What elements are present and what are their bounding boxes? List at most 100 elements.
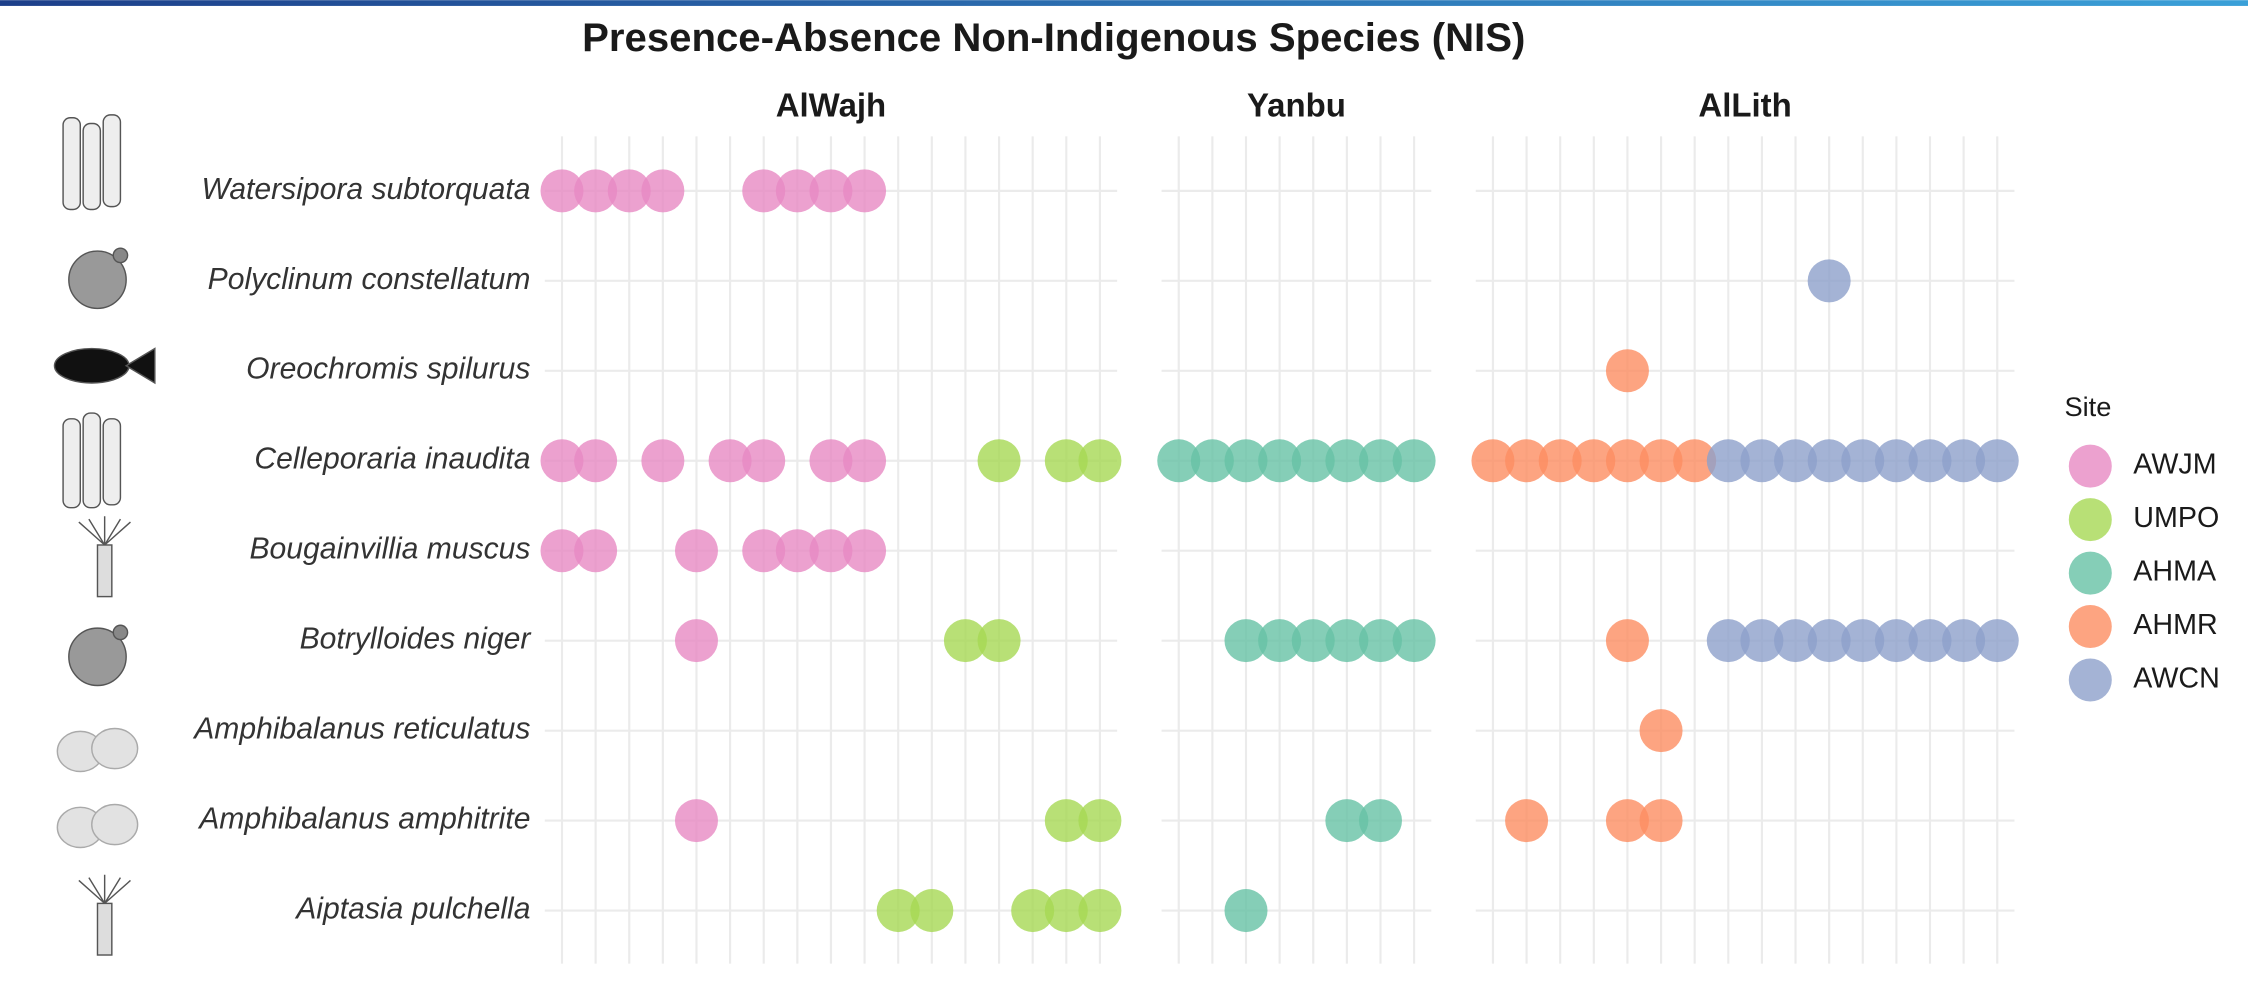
fish-icon: [53, 347, 156, 385]
tunicate-icon: [68, 247, 129, 310]
presence-dot: [809, 529, 853, 573]
legend-title: Site: [2064, 391, 2111, 422]
presence-dot: [943, 619, 987, 663]
presence-dot: [641, 439, 685, 483]
presence-dot: [674, 529, 718, 573]
presence-dot: [1224, 889, 1268, 933]
presence-dot: [1190, 439, 1234, 483]
presence-dot: [574, 439, 618, 483]
presence-dot: [1807, 439, 1851, 483]
presence-dot: [1505, 799, 1549, 843]
legend-label: AHMA: [2133, 556, 2217, 588]
presence-dot: [1572, 439, 1616, 483]
presence-dot: [1673, 439, 1717, 483]
presence-dot: [1908, 619, 1952, 663]
bryozoan-icon: [62, 412, 122, 509]
presence-dot: [1639, 709, 1683, 753]
presence-dot: [1874, 619, 1918, 663]
presence-dot: [1942, 439, 1986, 483]
presence-dot: [641, 169, 685, 213]
bryozoan-icon: [62, 114, 122, 211]
presence-dot: [708, 439, 752, 483]
hydroid-icon: [78, 516, 131, 598]
presence-dot: [574, 529, 618, 573]
presence-dot: [809, 439, 853, 483]
presence-dot: [1044, 439, 1088, 483]
presence-dot: [1044, 889, 1088, 933]
presence-dot: [1740, 619, 1784, 663]
presence-dot: [876, 889, 920, 933]
presence-dot: [809, 169, 853, 213]
presence-dot: [1291, 439, 1335, 483]
species-label: Aiptasia pulchella: [294, 893, 530, 926]
species-label: Celleporaria inaudita: [254, 443, 530, 476]
presence-dot: [1605, 439, 1649, 483]
presence-dot: [1224, 619, 1268, 663]
presence-dot: [574, 169, 618, 213]
presence-dot: [742, 439, 786, 483]
presence-dot: [1605, 799, 1649, 843]
presence-dot: [540, 169, 584, 213]
presence-dot: [843, 439, 887, 483]
presence-dot: [1807, 619, 1851, 663]
legend-swatch: [2068, 658, 2112, 702]
top-bar: [0, 0, 2248, 6]
presence-dot: [1392, 439, 1436, 483]
legend-label: AWJM: [2133, 449, 2216, 481]
presence-dot: [674, 799, 718, 843]
presence-dot: [674, 619, 718, 663]
legend-swatch: [2068, 551, 2112, 595]
presence-dot: [1908, 439, 1952, 483]
species-label: Bougainvillia muscus: [249, 533, 530, 566]
presence-dot: [1044, 799, 1088, 843]
species-label: Watersipora subtorquata: [201, 173, 530, 206]
presence-dot: [1157, 439, 1201, 483]
presence-dot: [1774, 439, 1818, 483]
presence-dot: [977, 619, 1021, 663]
tunicate-icon: [68, 624, 129, 687]
presence-dot: [1358, 439, 1402, 483]
presence-dot: [1774, 619, 1818, 663]
species-label: Botrylloides niger: [300, 623, 533, 656]
barnacle-icon: [56, 727, 139, 773]
presence-dot: [1325, 799, 1369, 843]
presence-dot: [1505, 439, 1549, 483]
presence-dot: [1325, 619, 1369, 663]
presence-dot: [1078, 799, 1122, 843]
dots: [540, 169, 2019, 933]
presence-dot: [1740, 439, 1784, 483]
presence-dot: [742, 529, 786, 573]
presence-dot: [1605, 349, 1649, 393]
species-label: Amphibalanus amphitrite: [197, 803, 530, 836]
anemone-icon: [78, 874, 131, 956]
presence-dot: [1258, 619, 1302, 663]
presence-dot: [910, 889, 954, 933]
presence-dot: [1975, 619, 2019, 663]
presence-dot: [1224, 439, 1268, 483]
legend-swatch: [2068, 444, 2112, 488]
presence-dot: [1078, 889, 1122, 933]
presence-dot: [540, 439, 584, 483]
presence-dot: [1325, 439, 1369, 483]
species-label: Amphibalanus reticulatus: [192, 713, 530, 746]
presence-dot: [1258, 439, 1302, 483]
legend-label: UMPO: [2133, 502, 2219, 534]
presence-dot: [1078, 439, 1122, 483]
species-icons: [53, 114, 156, 956]
species-label: Polyclinum constellatum: [208, 263, 531, 296]
presence-dot: [1874, 439, 1918, 483]
presence-dot: [1975, 439, 2019, 483]
presence-dot: [843, 169, 887, 213]
facet-title: Yanbu: [1247, 86, 1346, 123]
barnacle-icon: [56, 803, 139, 849]
legend-swatch: [2068, 605, 2112, 649]
presence-dot: [1706, 439, 1750, 483]
presence-dot: [1807, 259, 1851, 303]
presence-dot: [1639, 799, 1683, 843]
presence-dot: [540, 529, 584, 573]
legend-label: AWCN: [2133, 663, 2220, 695]
presence-dot: [1706, 619, 1750, 663]
presence-dot: [775, 169, 819, 213]
